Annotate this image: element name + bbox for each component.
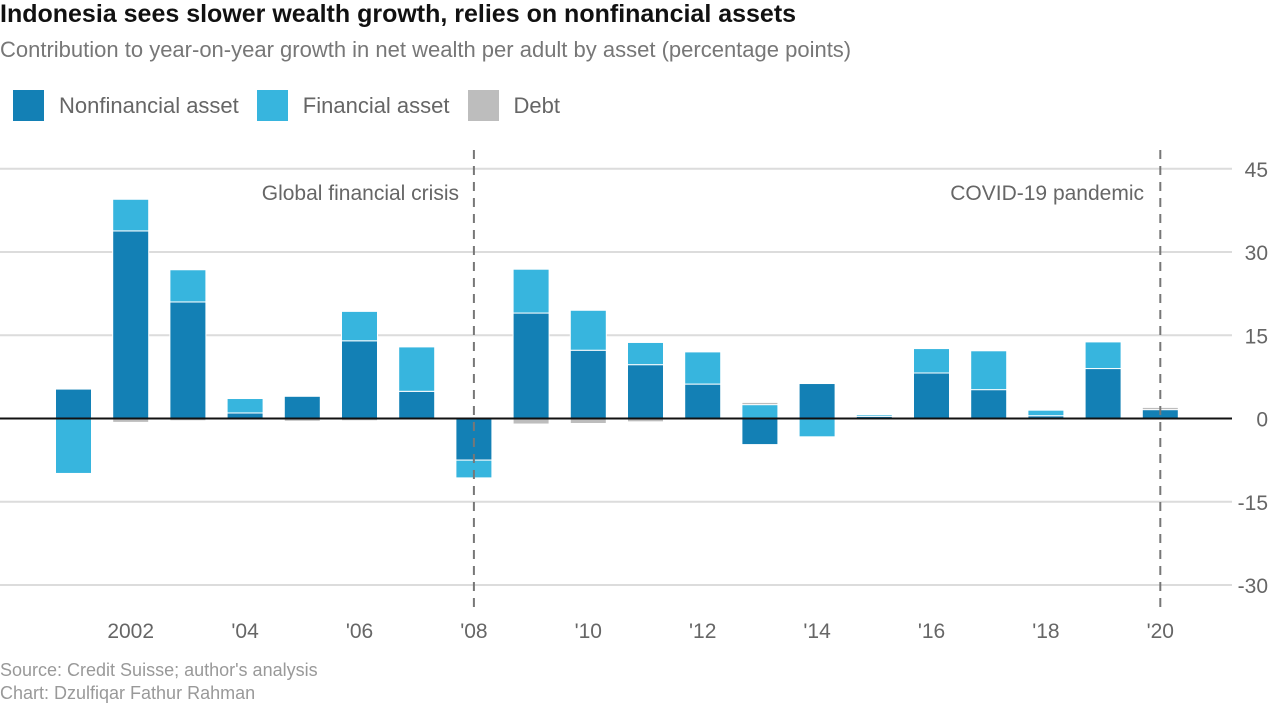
y-tick-label: 45 [1245,159,1268,182]
bar-nonfinancial-asset-2005 [283,395,321,419]
chart-credit: Chart: Dzulfiqar Fathur Rahman [0,683,256,703]
bar-financial-asset-2007 [398,346,436,392]
bar-financial-asset-2010 [569,309,607,351]
bar-financial-asset-2015 [855,414,893,417]
bar-financial-asset-2009 [512,268,550,314]
x-tick-label: '14 [803,620,831,643]
x-tick-label: '12 [689,620,716,643]
bar-financial-asset-2002 [112,198,150,232]
bar-financial-asset-2003 [169,269,207,303]
legend-swatch-debt [467,90,499,121]
bar-debt-2013 [741,401,779,406]
bar-nonfinancial-asset-2017 [970,389,1008,420]
legend: Nonfinancial asset Financial asset Debt [13,90,578,121]
bar-financial-asset-2017 [970,350,1008,391]
legend-label-debt: Debt [513,92,561,118]
source-note: Source: Credit Suisse; author's analysis [0,660,318,680]
bar-financial-asset-2012 [684,351,722,385]
bar-financial-asset-2013 [741,404,779,419]
bar-nonfinancial-asset-2016 [913,372,950,419]
x-tick-label: '20 [1147,620,1174,643]
bar-financial-asset-2014 [798,418,836,438]
x-tick-label: '06 [346,620,373,643]
bar-nonfinancial-asset-2003 [169,301,207,420]
chart-subtitle: Contribution to year-on-year growth in n… [0,37,852,62]
legend-item-debt: Debt [467,90,561,121]
bar-nonfinancial-asset-2013 [741,418,779,446]
axes: 45 30 15 0 -15 -30 2002 '04 '06 '08 '10 '12 '14 '16 '1… [0,159,1268,643]
event-lines [472,150,1162,612]
legend-swatch-nonfinancial [13,90,44,121]
legend-item-nonfinancial: Nonfinancial asset [13,90,239,121]
bar-financial-asset-2006 [341,310,378,342]
y-tick-label: -30 [1238,575,1268,598]
annotation-covid-pandemic: COVID-19 pandemic [950,182,1144,205]
y-tick-label: -15 [1238,492,1268,515]
bars [55,198,1179,479]
x-tick-label: 2002 [107,620,154,643]
bar-financial-asset-2004 [226,398,264,414]
y-tick-label: 0 [1256,409,1268,432]
bar-nonfinancial-asset-2012 [684,383,722,419]
bar-financial-asset-2011 [627,341,664,366]
y-tick-label: 30 [1245,242,1268,265]
bar-nonfinancial-asset-2014 [798,383,836,420]
x-tick-label: '16 [918,620,945,643]
bar-nonfinancial-asset-2011 [627,364,664,420]
bar-nonfinancial-asset-2019 [1084,368,1122,419]
bar-nonfinancial-asset-2010 [569,349,607,419]
bar-nonfinancial-asset-2001 [55,388,92,419]
x-tick-label: '10 [575,620,602,643]
legend-item-financial: Financial asset [256,90,450,121]
x-tick-label: '04 [231,620,259,643]
bar-financial-asset-2018 [1027,409,1065,417]
legend-label-financial: Financial asset [302,92,450,118]
x-tick-label: '18 [1032,620,1059,643]
bar-financial-asset-2019 [1084,341,1122,370]
bar-nonfinancial-asset-2002 [112,230,150,419]
bar-financial-asset-2001 [55,418,92,474]
bar-nonfinancial-asset-2007 [398,390,436,419]
x-tick-label: '08 [460,620,487,643]
chart-title: Indonesia sees slower wealth growth, rel… [0,0,797,28]
bar-nonfinancial-asset-2006 [341,340,378,419]
legend-swatch-financial [256,90,288,121]
bar-financial-asset-2016 [913,348,950,374]
legend-label-nonfinancial: Nonfinancial asset [59,92,239,118]
bar-nonfinancial-asset-2009 [512,312,550,419]
annotation-global-financial-crisis: Global financial crisis [262,182,459,205]
y-tick-label: 15 [1245,325,1268,348]
